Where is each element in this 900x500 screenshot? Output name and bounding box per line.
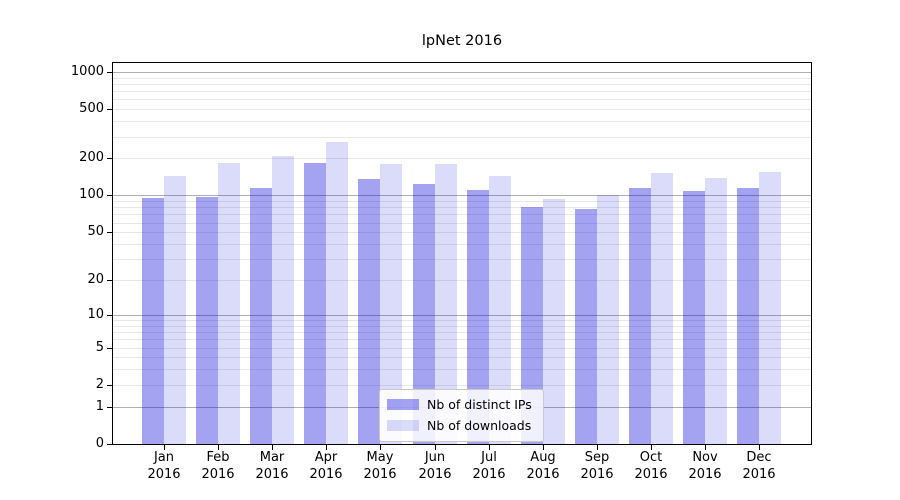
x-tick-mark [326, 445, 327, 450]
bar-nb-of-downloads-jun [435, 164, 457, 444]
y-tick-label: 100 [79, 187, 104, 202]
gridline-minor [113, 99, 811, 100]
gridline-minor [113, 326, 811, 327]
gridline-minor [113, 259, 811, 260]
bar-nb-of-downloads-dec [759, 172, 781, 444]
x-tick-label: Sep 2016 [580, 450, 614, 482]
x-tick-label: Feb 2016 [201, 450, 235, 482]
bar-nb-of-distinct-ips-jun [413, 184, 435, 444]
x-tick-label: Jun 2016 [418, 450, 452, 482]
bar-nb-of-distinct-ips-may [358, 179, 380, 444]
gridline-minor [113, 232, 811, 233]
x-tick-mark [272, 445, 273, 450]
x-tick-mark [380, 445, 381, 450]
gridline-minor [113, 348, 811, 349]
x-tick-mark [218, 445, 219, 450]
y-tick-label: 10 [87, 307, 104, 322]
x-tick-mark [759, 445, 760, 450]
bar-nb-of-downloads-aug [543, 199, 565, 444]
bar-nb-of-downloads-may [380, 164, 402, 444]
chart-title: lpNet 2016 [421, 33, 503, 49]
gridline-minor [113, 244, 811, 245]
x-tick-mark [164, 445, 165, 450]
bars [113, 63, 811, 444]
bar-nb-of-distinct-ips-sep [575, 209, 597, 444]
y-tick-label: 50 [87, 224, 104, 239]
gridline-minor [113, 84, 811, 85]
bar-nb-of-downloads-mar [272, 156, 294, 444]
bar-nb-of-downloads-feb [218, 163, 240, 444]
gridline-minor [113, 339, 811, 340]
gridline-minor [113, 137, 811, 138]
gridline-minor [113, 201, 811, 202]
x-tick-mark [543, 445, 544, 450]
bar-nb-of-downloads-jan [164, 176, 186, 444]
gridline-minor [113, 121, 811, 122]
x-tick-label: Mar 2016 [255, 450, 289, 482]
gridlines [113, 63, 811, 444]
x-tick-mark [705, 445, 706, 450]
gridline-minor [113, 109, 811, 110]
gridline-minor [113, 332, 811, 333]
bar-nb-of-distinct-ips-oct [629, 188, 651, 444]
plot-area [112, 62, 812, 445]
bar-nb-of-distinct-ips-nov [683, 191, 705, 444]
bar-nb-of-distinct-ips-jan [142, 198, 164, 444]
y-tick-label: 200 [79, 150, 104, 165]
x-tick-mark [651, 445, 652, 450]
legend-swatch-downloads [387, 420, 419, 431]
gridline-minor [113, 91, 811, 92]
gridline-minor [113, 385, 811, 386]
gridline-minor [113, 369, 811, 370]
legend-label-downloads: Nb of downloads [427, 418, 532, 433]
gridline-minor [113, 223, 811, 224]
bar-nb-of-downloads-nov [705, 178, 727, 444]
y-tick-label: 1000 [70, 64, 104, 79]
bar-nb-of-distinct-ips-apr [304, 163, 326, 444]
legend-entry-distinct-ips: Nb of distinct IPs [387, 395, 532, 414]
x-tick-label: May 2016 [363, 450, 397, 482]
bar-nb-of-distinct-ips-mar [250, 188, 272, 444]
bar-nb-of-distinct-ips-feb [196, 197, 218, 444]
x-tick-label: Aug 2016 [526, 450, 560, 482]
gridline-minor [113, 357, 811, 358]
x-tick-mark [435, 445, 436, 450]
gridline-minor [113, 214, 811, 215]
x-tick-mark [489, 445, 490, 450]
y-tick-label: 2 [95, 377, 104, 392]
legend-label-distinct-ips: Nb of distinct IPs [427, 397, 532, 412]
gridline-major [113, 315, 811, 316]
bar-nb-of-distinct-ips-aug [521, 207, 543, 444]
x-tick-label: Jul 2016 [472, 450, 506, 482]
y-tick-label: 20 [87, 272, 104, 287]
y-tick-label: 1 [95, 399, 104, 414]
gridline-minor [113, 320, 811, 321]
legend: Nb of distinct IPs Nb of downloads [379, 389, 544, 442]
legend-swatch-distinct-ips [387, 399, 419, 410]
bar-nb-of-downloads-sep [597, 195, 619, 444]
bar-nb-of-distinct-ips-dec [737, 188, 759, 444]
gridline-minor [113, 158, 811, 159]
x-tick-label: Nov 2016 [688, 450, 722, 482]
gridline-minor [113, 78, 811, 79]
legend-entry-downloads: Nb of downloads [387, 416, 532, 435]
x-tick-label: Jan 2016 [147, 450, 181, 482]
gridline-minor [113, 280, 811, 281]
bar-nb-of-downloads-jul [489, 176, 511, 444]
x-tick-label: Dec 2016 [742, 450, 776, 482]
gridline-minor [113, 207, 811, 208]
bar-nb-of-downloads-oct [651, 173, 673, 444]
y-tick-label: 5 [95, 340, 104, 355]
y-tick-label: 500 [79, 101, 104, 116]
x-tick-label: Apr 2016 [309, 450, 343, 482]
bar-nb-of-downloads-apr [326, 142, 348, 444]
x-tick-mark [597, 445, 598, 450]
x-tick-label: Oct 2016 [634, 450, 668, 482]
gridline-major [113, 72, 811, 73]
y-tick-label: 0 [95, 436, 104, 451]
gridline-major [113, 195, 811, 196]
bar-nb-of-distinct-ips-jul [467, 190, 489, 444]
